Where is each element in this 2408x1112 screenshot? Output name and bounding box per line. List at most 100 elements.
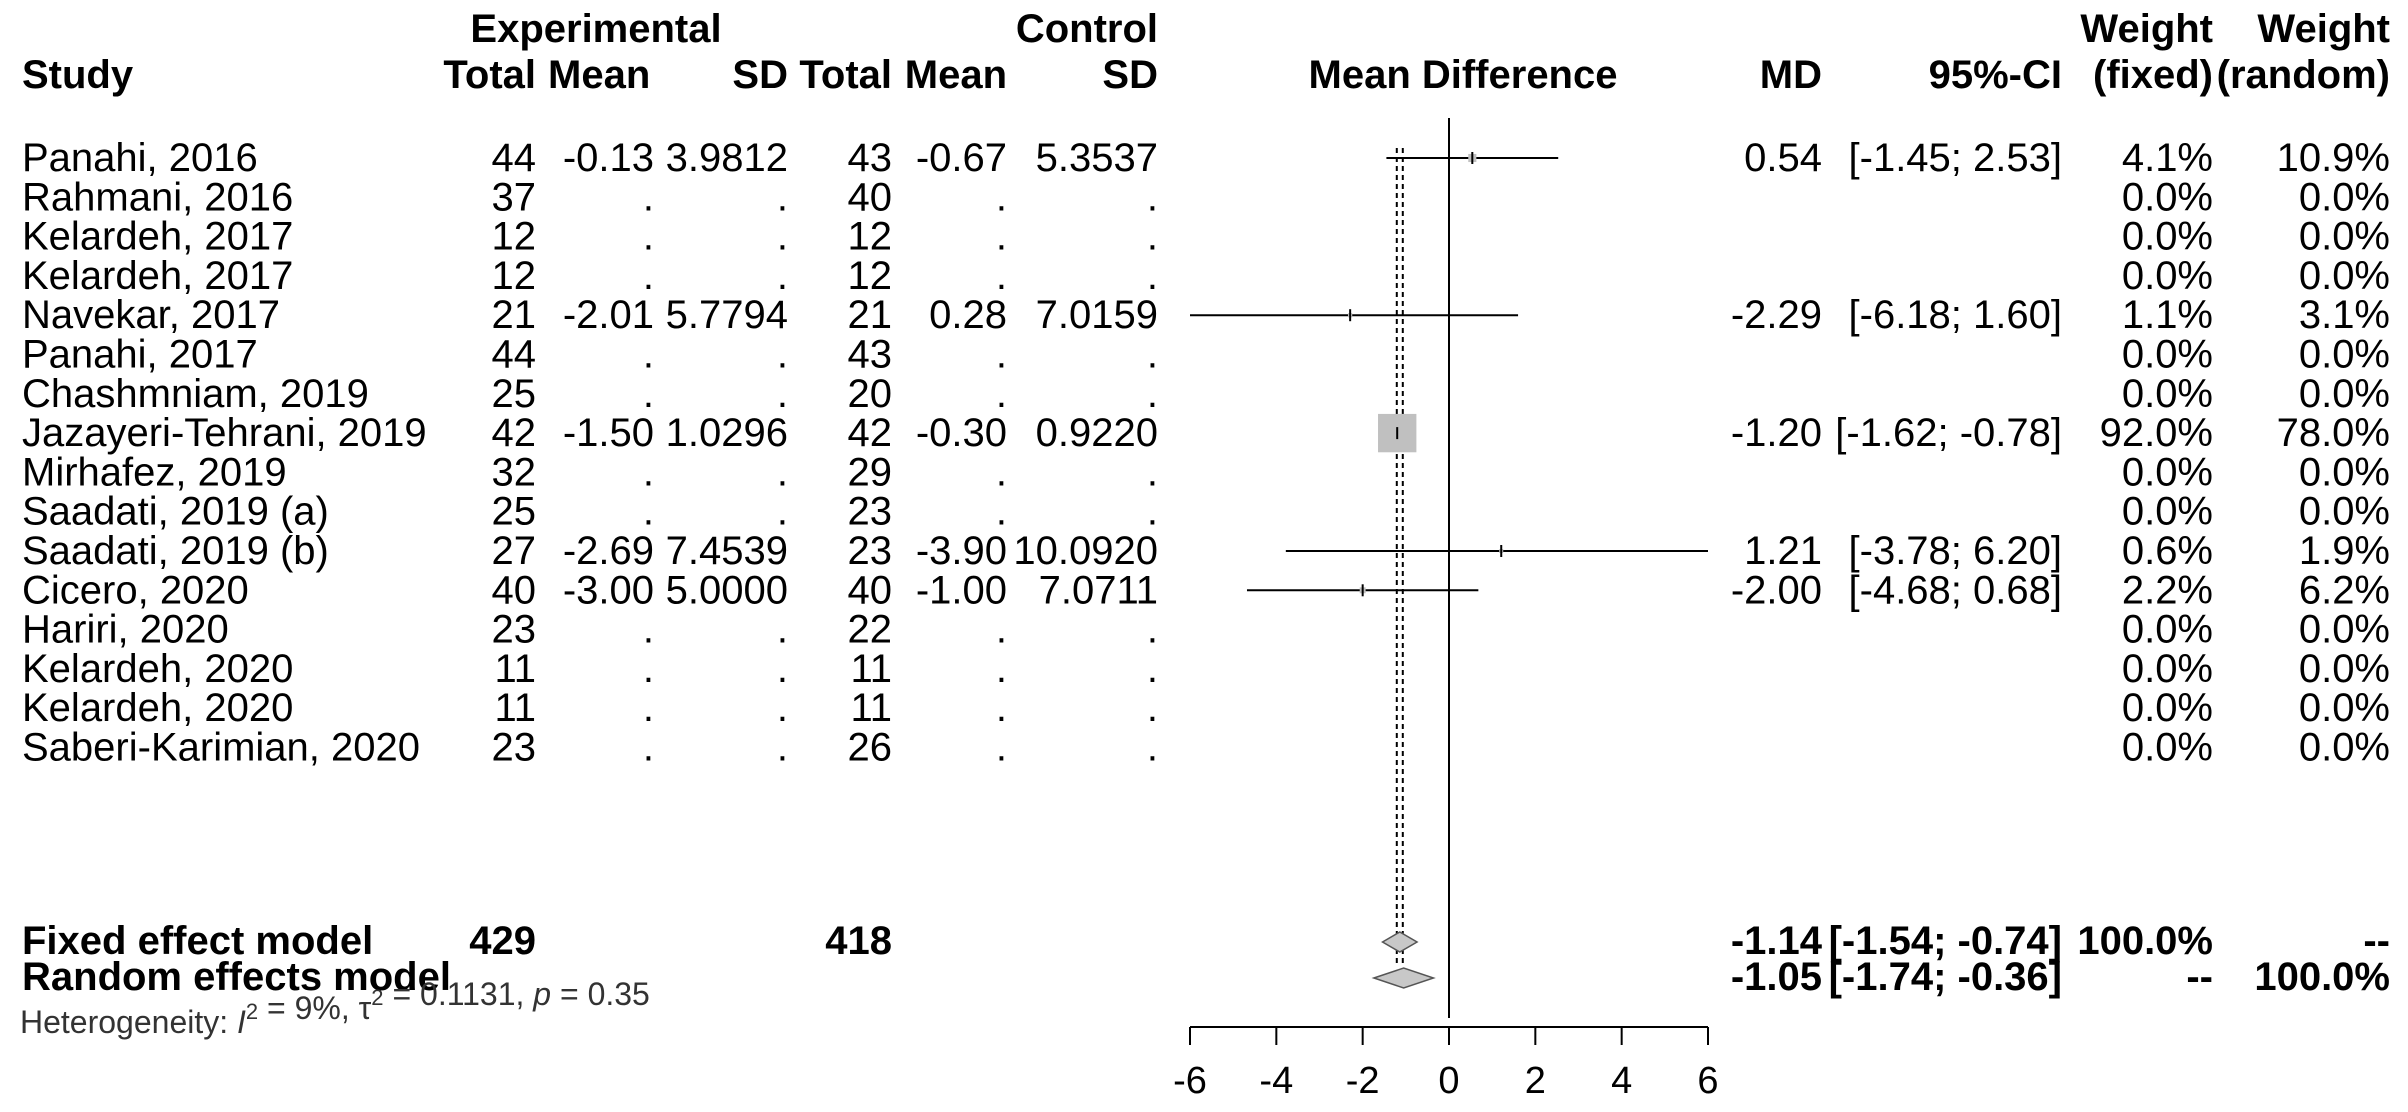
random-effects-weight-fixed: -- xyxy=(2186,955,2213,999)
fixed-effect-label: Fixed effect model xyxy=(22,919,373,963)
exp-sd: . xyxy=(777,254,788,298)
fixed-effect-weight-fixed: 100.0% xyxy=(2077,919,2213,963)
exp-total: 12 xyxy=(492,254,537,298)
exp-total: 27 xyxy=(492,529,537,573)
weight-random: 0.0% xyxy=(2299,726,2390,770)
exp-mean: . xyxy=(643,608,654,652)
weight-fixed: 4.1% xyxy=(2122,136,2213,180)
ctl-total: 11 xyxy=(850,686,892,730)
x-tick-label: 2 xyxy=(1525,1060,1546,1102)
header-md: MD xyxy=(1760,53,1822,97)
study-name: Kelardeh, 2017 xyxy=(22,254,293,298)
ci-value: [-1.45; 2.53] xyxy=(1849,136,2062,180)
fixed-effect-diamond xyxy=(1381,931,1419,953)
header-mean-difference: Mean Difference xyxy=(1309,53,1618,97)
ctl-total: 11 xyxy=(850,647,892,691)
weight-fixed: 2.2% xyxy=(2122,568,2213,612)
header-ctl-sd: SD xyxy=(1102,53,1158,97)
exp-sd: . xyxy=(777,686,788,730)
ctl-mean: . xyxy=(996,215,1007,259)
heterogeneity-i2-label: I xyxy=(237,1004,246,1040)
exp-mean: -2.01 xyxy=(563,293,654,337)
heterogeneity-sup: 2 xyxy=(371,985,383,1010)
weight-random: 3.1% xyxy=(2299,293,2390,337)
weight-random: 0.0% xyxy=(2299,372,2390,416)
exp-sd: 1.0296 xyxy=(666,411,788,455)
study-name: Jazayeri-Tehrani, 2019 xyxy=(22,411,427,455)
weight-random: 10.9% xyxy=(2277,136,2390,180)
ctl-sd: 7.0711 xyxy=(1039,568,1158,612)
weight-fixed: 0.0% xyxy=(2122,686,2213,730)
weight-fixed: 92.0% xyxy=(2100,411,2213,455)
weight-fixed: 0.0% xyxy=(2122,608,2213,652)
exp-sd: . xyxy=(777,490,788,534)
exp-total: 23 xyxy=(492,726,537,770)
ctl-mean: . xyxy=(996,490,1007,534)
ctl-mean: -1.00 xyxy=(916,568,1007,612)
exp-sd: 3.9812 xyxy=(666,136,788,180)
header-ctl-mean: Mean xyxy=(905,53,1007,97)
exp-sd: . xyxy=(777,608,788,652)
ci-value: [-3.78; 6.20] xyxy=(1849,529,2062,573)
heterogeneity-p-value: = 0.35 xyxy=(551,976,650,1012)
ctl-sd: 5.3537 xyxy=(1036,136,1158,180)
ctl-mean: . xyxy=(996,254,1007,298)
weight-fixed: 0.0% xyxy=(2122,175,2213,219)
study-name: Navekar, 2017 xyxy=(22,293,280,337)
ctl-total: 23 xyxy=(848,490,893,534)
exp-mean: . xyxy=(643,686,654,730)
ctl-total: 12 xyxy=(848,254,893,298)
x-tick-label: 0 xyxy=(1438,1060,1459,1102)
ctl-sd: . xyxy=(1147,372,1158,416)
weight-random: 78.0% xyxy=(2277,411,2390,455)
exp-mean: -2.69 xyxy=(563,529,654,573)
exp-mean: . xyxy=(643,490,654,534)
weight-random: 0.0% xyxy=(2299,215,2390,259)
weight-fixed: 0.0% xyxy=(2122,647,2213,691)
ctl-mean: . xyxy=(996,175,1007,219)
ctl-mean: . xyxy=(996,647,1007,691)
exp-total: 12 xyxy=(492,215,537,259)
heterogeneity-sup: 2 xyxy=(246,999,258,1024)
md-value: 0.54 xyxy=(1744,136,1822,180)
header-exp-sd: SD xyxy=(732,53,788,97)
ctl-sd: 7.0159 xyxy=(1036,293,1158,337)
exp-sd: . xyxy=(777,372,788,416)
exp-total: 40 xyxy=(492,568,537,612)
heterogeneity-i2-value: = 9%, xyxy=(258,990,359,1026)
weight-fixed: 1.1% xyxy=(2122,293,2213,337)
x-tick-label: 4 xyxy=(1611,1060,1632,1102)
heterogeneity-prefix: Heterogeneity: xyxy=(20,1004,237,1040)
exp-total: 44 xyxy=(492,136,537,180)
header-weight-fixed-2: (fixed) xyxy=(2093,53,2213,97)
weight-random: 0.0% xyxy=(2299,450,2390,494)
ctl-mean: . xyxy=(996,686,1007,730)
exp-sd: . xyxy=(777,215,788,259)
fixed-effect-ci: [-1.54; -0.74] xyxy=(1829,919,2062,963)
exp-total: 32 xyxy=(492,450,537,494)
x-tick-label: -4 xyxy=(1259,1060,1293,1102)
random-effects-ci: [-1.74; -0.36] xyxy=(1829,955,2062,999)
ctl-sd: . xyxy=(1147,333,1158,377)
exp-total: 11 xyxy=(494,686,536,730)
exp-mean: . xyxy=(643,215,654,259)
weight-fixed: 0.0% xyxy=(2122,372,2213,416)
header-ci: 95%-CI xyxy=(1929,53,2062,97)
study-name: Hariri, 2020 xyxy=(22,608,229,652)
ci-value: [-6.18; 1.60] xyxy=(1849,293,2062,337)
random-effects-weight-random: 100.0% xyxy=(2254,955,2390,999)
ctl-total: 12 xyxy=(848,215,893,259)
exp-sd: . xyxy=(777,726,788,770)
exp-sd: 5.0000 xyxy=(666,568,788,612)
fixed-effect-md: -1.14 xyxy=(1731,919,1823,963)
exp-total: 44 xyxy=(492,333,537,377)
ctl-mean: 0.28 xyxy=(929,293,1007,337)
weight-random: 1.9% xyxy=(2299,529,2390,573)
study-name: Panahi, 2017 xyxy=(22,333,258,377)
study-name: Cicero, 2020 xyxy=(22,568,249,612)
ctl-mean: -0.67 xyxy=(916,136,1007,180)
ctl-mean: -3.90 xyxy=(916,529,1007,573)
ctl-total: 40 xyxy=(848,568,893,612)
study-name: Chashmniam, 2019 xyxy=(22,372,369,416)
